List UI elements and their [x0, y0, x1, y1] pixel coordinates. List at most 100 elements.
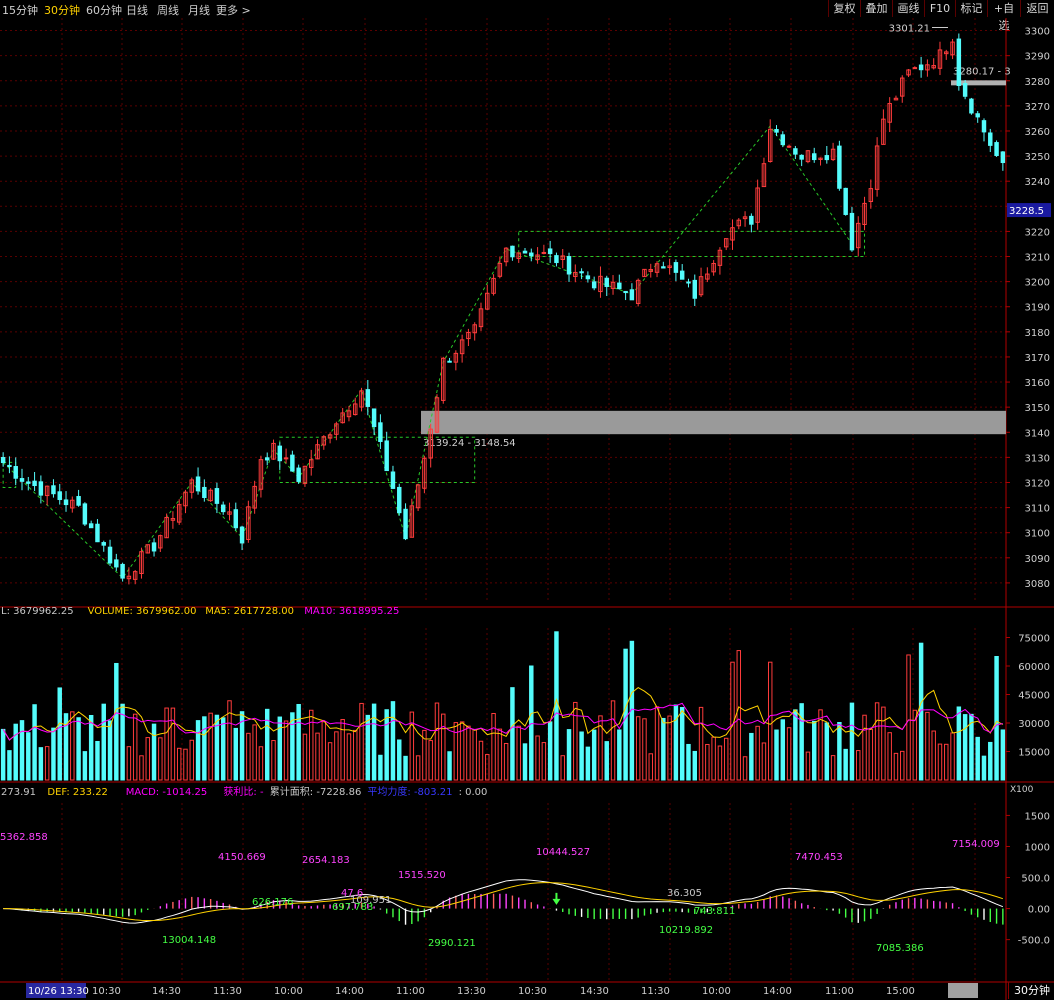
- candle-body: [604, 277, 609, 287]
- volume-bar: [51, 727, 56, 781]
- candle-body: [692, 279, 697, 299]
- candle-body: [107, 546, 113, 564]
- toolbar-button-5[interactable]: +自选: [987, 0, 1020, 32]
- macd-area-label: 743.811: [694, 906, 735, 917]
- candle-body: [1000, 151, 1006, 164]
- price-tick-label: 3180: [1025, 328, 1050, 339]
- candle-body: [849, 212, 855, 251]
- period-3[interactable]: 日线: [126, 4, 148, 17]
- volume-bar: [635, 716, 641, 781]
- toolbar-button-1[interactable]: 叠加: [860, 0, 892, 17]
- candle-body: [252, 485, 257, 509]
- volume-bar: [485, 754, 490, 781]
- period-0[interactable]: 15分钟: [2, 4, 38, 17]
- volume-bar: [227, 700, 232, 781]
- macd-tick-label: 1000: [1025, 842, 1050, 853]
- candle-body: [214, 488, 220, 504]
- candle-body: [755, 187, 760, 223]
- candle-body: [742, 216, 748, 220]
- volume-bar: [874, 702, 880, 781]
- volume-bar: [422, 729, 427, 781]
- volume-bar: [755, 725, 760, 781]
- volume-bar: [692, 750, 697, 781]
- candle-body: [76, 496, 81, 506]
- volume-ma5-line: [2, 686, 1004, 741]
- volume-bar: [862, 714, 867, 781]
- candle-body: [667, 265, 672, 269]
- candle-body: [654, 263, 660, 273]
- candle-body: [862, 202, 867, 225]
- volume-bar: [812, 720, 817, 781]
- x-axis-label: 11:00: [396, 986, 425, 997]
- candle-body: [164, 516, 169, 539]
- volume-header-3: MA10: 3618995.25: [304, 606, 399, 617]
- volume-bar: [786, 727, 792, 781]
- macd-area-label: 1515.520: [398, 870, 446, 881]
- volume-bar: [824, 722, 830, 781]
- candle-body: [459, 339, 465, 355]
- volume-bar: [491, 712, 496, 781]
- candle-body: [384, 440, 389, 472]
- candle-body: [812, 153, 817, 161]
- volume-bar: [208, 712, 213, 781]
- volume-bar: [843, 748, 848, 781]
- candle-body: [824, 155, 830, 161]
- candle-body: [353, 403, 358, 416]
- volume-bar: [503, 742, 509, 781]
- period-6[interactable]: 更多 >: [216, 4, 251, 17]
- volume-bar: [918, 642, 924, 781]
- candle-body: [906, 69, 911, 76]
- volume-bar: [988, 741, 993, 781]
- volume-bar: [472, 728, 477, 781]
- toolbar-button-0[interactable]: 复权: [828, 0, 860, 17]
- candle-body: [944, 51, 949, 55]
- candle-body: [856, 222, 861, 249]
- candle-body: [227, 511, 232, 515]
- candle-body: [730, 227, 735, 241]
- x-axis-label: 14:30: [580, 986, 609, 997]
- toolbar-button-6[interactable]: 返回: [1020, 0, 1054, 17]
- candle-body: [510, 245, 515, 258]
- volume-bar: [277, 716, 283, 781]
- price-tick-label: 3250: [1025, 152, 1050, 163]
- volume-bar: [403, 755, 408, 781]
- period-4[interactable]: 周线: [157, 4, 179, 17]
- candle-body: [88, 523, 94, 529]
- candle-body: [176, 504, 182, 523]
- volume-bar: [604, 741, 609, 781]
- candle-body: [202, 486, 207, 498]
- volume-bar: [390, 701, 396, 781]
- volume-bar: [541, 742, 547, 781]
- candle-body: [799, 154, 804, 160]
- candle-body: [151, 542, 157, 552]
- candle-body: [233, 509, 239, 529]
- period-5[interactable]: 月线: [188, 4, 210, 17]
- volume-bar: [642, 718, 647, 781]
- candle-body: [120, 563, 125, 579]
- volume-bar: [459, 721, 465, 781]
- period-1[interactable]: 30分钟: [44, 4, 80, 17]
- volume-bar: [774, 729, 779, 781]
- volume-bar: [579, 731, 584, 781]
- price-tick-label: 3270: [1025, 102, 1050, 113]
- candle-body: [642, 268, 647, 278]
- timeframe-label: 30分钟: [1008, 982, 1054, 999]
- volume-bar: [434, 702, 440, 781]
- x-axis-label: 14:00: [763, 986, 792, 997]
- toolbar-button-3[interactable]: F10: [924, 0, 955, 17]
- candle-body: [937, 49, 943, 69]
- toolbar-button-4[interactable]: 标记: [955, 0, 987, 17]
- volume-bar: [547, 721, 553, 781]
- period-2[interactable]: 60分钟: [86, 4, 122, 17]
- x-axis-label: 14:00: [335, 986, 364, 997]
- candle-body: [321, 436, 327, 446]
- macd-area-label: 7085.386: [876, 943, 924, 954]
- candle-body: [114, 559, 119, 568]
- candle-body: [648, 268, 653, 272]
- volume-bar: [82, 751, 88, 781]
- volume-bar: [195, 720, 201, 781]
- current-price-label: 3228.5: [1009, 206, 1044, 217]
- toolbar-button-2[interactable]: 画线: [892, 0, 924, 17]
- candle-body: [371, 408, 377, 428]
- candle-body: [19, 478, 25, 482]
